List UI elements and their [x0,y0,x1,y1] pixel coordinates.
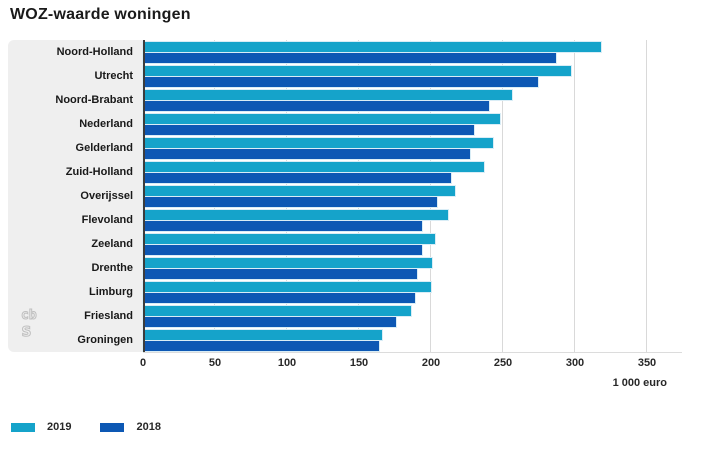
svg-text:cb: cb [21,308,37,323]
category-label-drenthe: Drenthe [91,262,133,274]
bar-2019-gelderland[interactable] [143,138,493,148]
x-tick-label-50: 50 [208,357,222,369]
category-label-groningen: Groningen [77,334,133,346]
legend-item-2019[interactable]: 2019 [11,421,71,433]
gridline-350 [646,40,647,352]
bar-2019-overijssel[interactable] [143,186,456,196]
y-axis-line [143,40,145,352]
legend-swatch-2018-icon [100,422,125,432]
legend: 2019 2018 [11,421,190,433]
gridline-300 [574,40,575,352]
bar-2018-zuid-holland[interactable] [143,173,452,183]
bar-2018-gelderland[interactable] [143,149,470,159]
x-tick-label-250: 250 [493,357,513,369]
bar-2018-drenthe[interactable] [143,269,417,279]
x-axis-unit-label: 1 000 euro [612,377,667,389]
x-tick-label-100: 100 [277,357,297,369]
chart-area: Noord-Holland Utrecht Noord-Brabant Nederla… [8,40,682,353]
bar-2018-friesland[interactable] [143,317,397,327]
chart-title: WOZ-waarde woningen [10,6,191,23]
category-label-nederland: Nederland [79,118,133,130]
category-label-zuid-holland: Zuid-Holland [65,166,133,178]
bar-2018-nederland[interactable] [143,125,475,135]
gridline-250 [502,40,503,352]
svg-text:s: s [21,320,32,341]
gridline-50 [214,40,215,352]
bar-2018-groningen[interactable] [143,341,380,351]
bar-2019-drenthe[interactable] [143,258,433,268]
category-label-limburg: Limburg [89,286,133,298]
x-tick-label-350: 350 [637,357,657,369]
bar-2019-noord-holland[interactable] [143,42,601,52]
x-tick-label-300: 300 [565,357,585,369]
gridline-200 [430,40,431,352]
category-label-friesland: Friesland [84,310,133,322]
legend-label-2019: 2019 [47,421,72,433]
category-label-noord-holland: Noord-Holland [56,46,133,58]
x-tick-label-0: 0 [139,357,147,369]
bar-2019-nederland[interactable] [143,114,501,124]
plot-area [143,40,682,353]
legend-swatch-2019-icon [11,422,35,432]
category-label-noord-brabant: Noord-Brabant [55,94,133,106]
bar-2018-noord-holland[interactable] [143,53,557,63]
category-label-panel: Noord-Holland Utrecht Noord-Brabant Nederla… [8,40,143,352]
legend-item-2018[interactable]: 2018 [100,421,161,433]
category-label-gelderland: Gelderland [75,142,133,154]
bar-2018-flevoland[interactable] [143,221,423,231]
cbs-logo-icon: cb s [20,306,46,347]
category-label-flevoland: Flevoland [81,214,133,226]
category-label-zeeland: Zeeland [91,238,133,250]
bar-2019-flevoland[interactable] [143,210,449,220]
bar-2019-utrecht[interactable] [143,66,571,76]
gridline-100 [286,40,287,352]
bar-2019-zeeland[interactable] [143,234,436,244]
bar-2019-friesland[interactable] [143,306,411,316]
bar-2019-zuid-holland[interactable] [143,162,485,172]
bar-2018-utrecht[interactable] [143,77,538,87]
x-tick-label-150: 150 [349,357,369,369]
bar-2019-limburg[interactable] [143,282,431,292]
bar-2018-noord-brabant[interactable] [143,101,489,111]
bar-2018-limburg[interactable] [143,293,416,303]
bar-2018-overijssel[interactable] [143,197,437,207]
gridline-150 [358,40,359,352]
bar-2018-zeeland[interactable] [143,245,423,255]
x-axis-tick-labels: 0 50 100 150 200 250 300 350 [8,357,682,371]
bar-2019-noord-brabant[interactable] [143,90,512,100]
category-label-utrecht: Utrecht [94,70,133,82]
bar-2019-groningen[interactable] [143,330,383,340]
legend-label-2018: 2018 [136,421,161,433]
category-label-overijssel: Overijssel [80,190,133,202]
x-tick-label-200: 200 [421,357,441,369]
